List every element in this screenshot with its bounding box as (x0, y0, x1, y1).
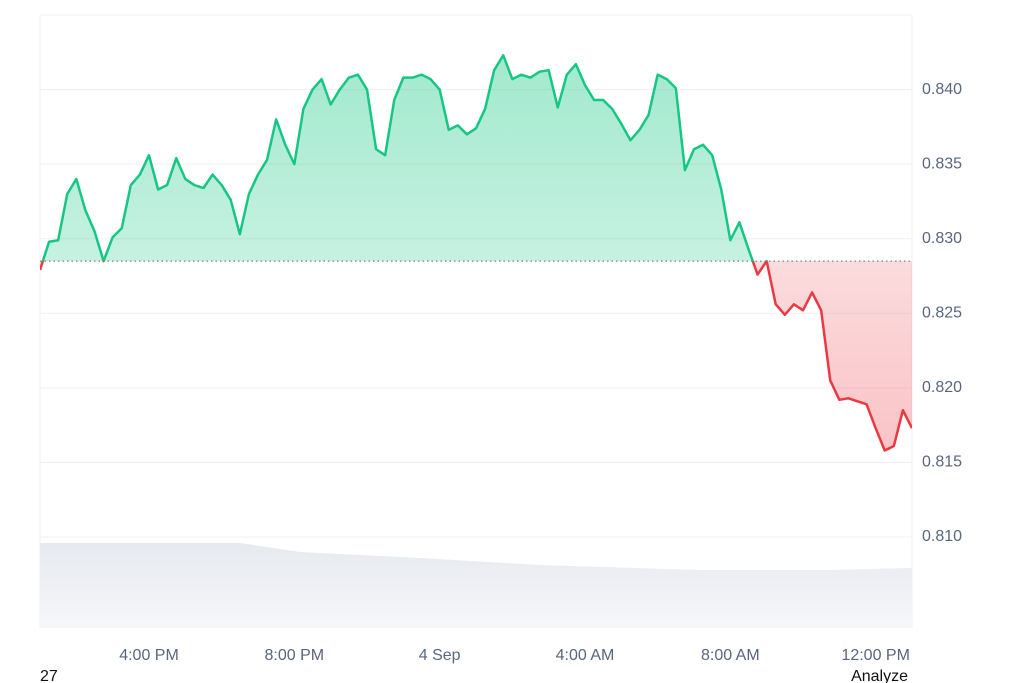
y-tick-label: 0.810 (922, 528, 962, 545)
x-tick-label: 4 Sep (419, 647, 461, 664)
y-tick-label: 0.820 (922, 379, 962, 396)
price-line-down (40, 261, 912, 452)
x-tick-label: 4:00 AM (556, 647, 615, 664)
x-tick-label: 4:00 PM (119, 647, 179, 664)
x-tick-label: 12:00 PM (841, 647, 909, 664)
area-up (42, 55, 753, 262)
y-tick-label: 0.835 (922, 155, 962, 172)
x-tick-label: 8:00 PM (265, 647, 325, 664)
area-down (40, 261, 912, 451)
footer-left: 27 (40, 668, 58, 683)
volume-strip (40, 543, 912, 628)
x-tick-label: 8:00 AM (701, 647, 760, 664)
y-tick-label: 0.825 (922, 305, 962, 322)
y-tick-label: 0.830 (922, 230, 962, 247)
y-tick-label: 0.840 (922, 81, 962, 98)
footer-right[interactable]: Analyze (851, 668, 908, 683)
y-tick-label: 0.815 (922, 454, 962, 471)
price-line-up (41, 54, 768, 262)
